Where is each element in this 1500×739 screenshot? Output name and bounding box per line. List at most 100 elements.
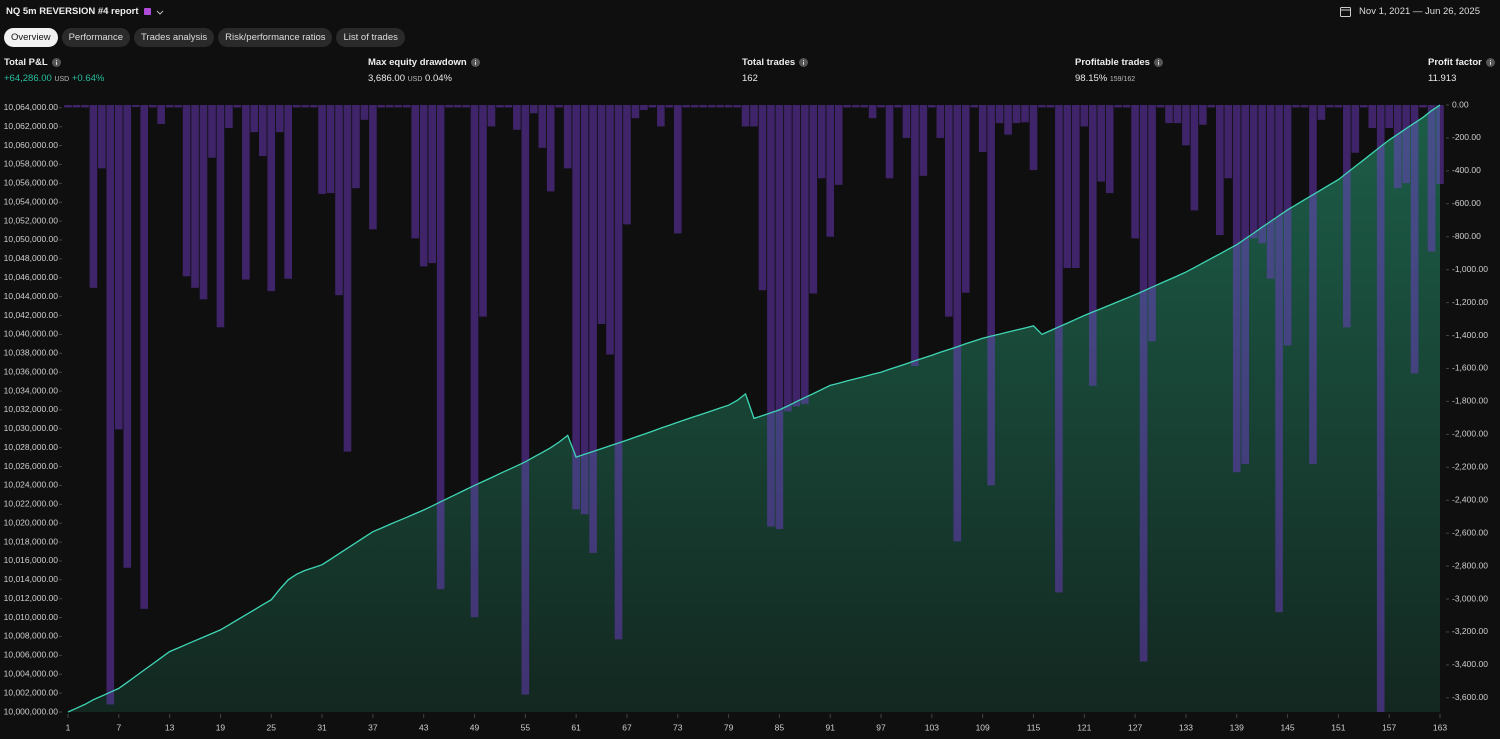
y2-tick-label: -2,600.00	[1452, 527, 1488, 537]
drawdown-bar	[792, 105, 801, 407]
drawdown-bar	[758, 105, 767, 291]
drawdown-bar	[1376, 105, 1385, 712]
drawdown-bar	[944, 105, 953, 317]
drawdown-bar	[767, 105, 775, 527]
y2-tick-label: -600.00	[1452, 198, 1481, 208]
drawdown-bar	[1156, 105, 1165, 108]
drawdown-bar	[614, 105, 623, 640]
drawdown-bar	[1393, 105, 1402, 189]
y-tick-label: 10,008,000.00	[4, 631, 59, 641]
drawdown-bar	[462, 105, 470, 108]
drawdown-bar	[894, 105, 902, 108]
report-title[interactable]: NQ 5m REVERSION #4 report	[6, 6, 164, 17]
y-tick-label: 10,056,000.00	[4, 178, 59, 188]
stat-change: 0.04%	[425, 73, 452, 84]
y2-tick-label: -2,200.00	[1452, 462, 1488, 472]
x-tick-label: 163	[1433, 722, 1447, 732]
y-tick-label: 10,002,000.00	[4, 687, 59, 697]
drawdown-bar	[191, 105, 199, 288]
drawdown-bar	[402, 105, 411, 108]
drawdown-bar	[529, 105, 538, 114]
y2-tick-label: -1,200.00	[1452, 297, 1488, 307]
tab[interactable]: Risk/performance ratios	[218, 28, 333, 47]
tab[interactable]: List of trades	[336, 28, 405, 47]
drawdown-bar	[1190, 105, 1199, 211]
x-tick-label: 55	[521, 722, 531, 732]
drawdown-bar	[470, 105, 479, 618]
drawdown-bar	[521, 105, 530, 695]
info-icon[interactable]	[1153, 58, 1163, 67]
drawdown-bar	[1215, 105, 1224, 236]
stat-value: 11.913	[1428, 73, 1457, 84]
y-tick-label: 10,032,000.00	[4, 404, 59, 414]
drawdown-bar	[1258, 105, 1266, 244]
stat-label: Max equity drawdown	[368, 57, 480, 68]
y-tick-label: 10,054,000.00	[4, 196, 59, 206]
y-tick-label: 10,048,000.00	[4, 253, 59, 263]
drawdown-bar	[1046, 105, 1055, 108]
drawdown-bar	[928, 105, 936, 108]
drawdown-bar	[453, 105, 462, 108]
drawdown-bar	[1368, 105, 1377, 129]
drawdown-bar	[165, 105, 174, 108]
drawdown-bar	[1427, 105, 1436, 252]
drawdown-bar	[606, 105, 614, 355]
drawdown-bar	[1139, 105, 1148, 662]
x-tick-label: 25	[267, 722, 277, 732]
x-tick-label: 79	[724, 722, 734, 732]
x-tick-label: 13	[165, 722, 175, 732]
y-tick-label: 10,028,000.00	[4, 442, 59, 452]
drawdown-bar	[860, 105, 868, 108]
drawdown-bar	[919, 105, 928, 176]
x-tick-label: 1	[66, 722, 71, 732]
drawdown-bar	[1131, 105, 1139, 239]
y2-tick-label: -3,000.00	[1452, 593, 1488, 603]
tab[interactable]: Trades analysis	[133, 28, 215, 47]
info-icon[interactable]	[799, 58, 809, 67]
tabs: Overview Performance Trades analysis Risk/p…	[4, 28, 405, 47]
drawdown-bar	[292, 105, 301, 108]
stat-label: Total P&L	[4, 57, 104, 68]
y-tick-label: 10,030,000.00	[4, 423, 59, 433]
x-tick-label: 151	[1331, 722, 1345, 732]
date-range[interactable]: Nov 1, 2021 — Jun 26, 2025	[1340, 6, 1480, 17]
drawdown-bar	[1072, 105, 1080, 269]
stat-label-text: Total trades	[742, 57, 796, 68]
drawdown-bar	[1326, 105, 1334, 108]
x-tick-label: 19	[216, 722, 226, 732]
tab[interactable]: Performance	[61, 28, 130, 47]
drawdown-bar	[1283, 105, 1292, 346]
tab[interactable]: Overview	[4, 28, 58, 47]
y-tick-label: 10,036,000.00	[4, 366, 59, 376]
drawdown-bar	[216, 105, 225, 328]
x-tick-label: 7	[116, 722, 121, 732]
drawdown-bar	[258, 105, 267, 157]
drawdown-bar	[504, 105, 513, 108]
drawdown-bar	[242, 105, 250, 280]
stat: Profitable trades 98.15% 159/162	[1075, 57, 1163, 84]
y-tick-label: 10,014,000.00	[4, 574, 59, 584]
drawdown-bar	[1317, 105, 1326, 120]
y-tick-label: 10,026,000.00	[4, 461, 59, 471]
y-tick-label: 10,050,000.00	[4, 234, 59, 244]
drawdown-bar	[419, 105, 428, 267]
drawdown-bar	[369, 105, 377, 230]
info-icon[interactable]	[51, 58, 61, 67]
drawdown-bar	[1292, 105, 1300, 108]
drawdown-bar	[267, 105, 276, 292]
drawdown-bar	[1232, 105, 1241, 473]
y-tick-label: 10,042,000.00	[4, 310, 59, 320]
y-tick-label: 10,062,000.00	[4, 121, 59, 131]
drawdown-bar	[690, 105, 699, 108]
drawdown-bar	[352, 105, 360, 189]
info-icon[interactable]	[1485, 58, 1495, 67]
info-icon[interactable]	[470, 58, 480, 67]
y-tick-label: 10,046,000.00	[4, 272, 59, 282]
drawdown-bar	[115, 105, 123, 430]
y2-tick-label: -1,800.00	[1452, 396, 1488, 406]
drawdown-bar	[817, 105, 826, 179]
drawdown-bar	[1012, 105, 1021, 124]
x-tick-label: 91	[825, 722, 835, 732]
y2-tick-label: -3,400.00	[1452, 659, 1488, 669]
